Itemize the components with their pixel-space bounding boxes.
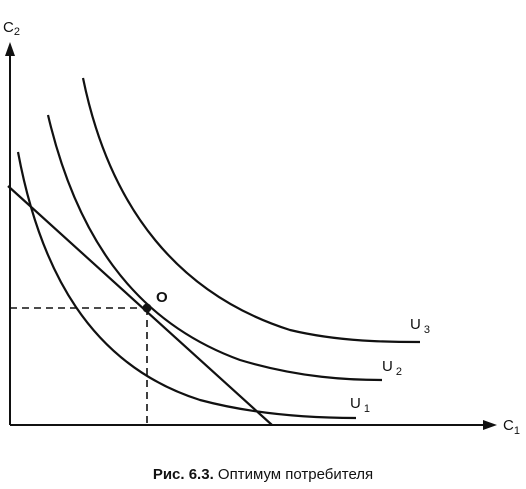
x-label: C — [503, 417, 514, 434]
curve-u2 — [46, 114, 383, 382]
caption: Рис. 6.3. Оптимум потребителя — [153, 466, 373, 483]
caption-number: Рис. 6.3. — [153, 466, 214, 483]
optimum-point — [142, 303, 152, 313]
y-arrow — [5, 42, 15, 56]
u2-sub: 2 — [396, 366, 402, 378]
y-label: C — [3, 19, 14, 36]
x-arrow — [483, 420, 497, 430]
u1-sub: 1 — [364, 403, 370, 415]
curve-u3 — [81, 77, 421, 344]
x-label-sub: 1 — [514, 425, 520, 437]
u2-letter: U — [382, 358, 393, 375]
caption-text: Оптимум потребителя — [218, 466, 373, 483]
point-label: O — [156, 289, 168, 306]
x-axis-label: C1 — [503, 417, 520, 437]
u3-letter: U — [410, 316, 421, 333]
budget-line — [7, 185, 273, 426]
u1-letter: U — [350, 395, 361, 412]
y-axis-label: C2 — [3, 19, 20, 38]
curve-u1 — [16, 151, 357, 420]
u3-sub: 3 — [424, 324, 430, 336]
y-label-sub: 2 — [14, 26, 20, 38]
